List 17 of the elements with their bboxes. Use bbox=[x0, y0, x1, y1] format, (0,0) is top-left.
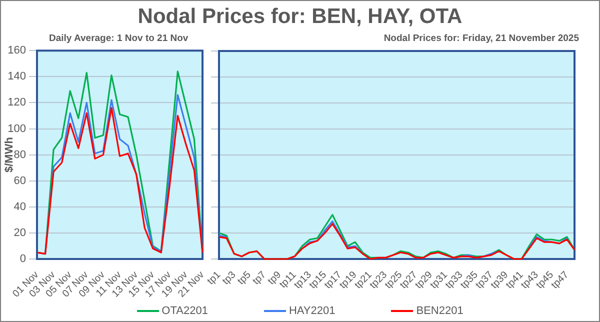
y-tick-label: 20 bbox=[14, 226, 26, 239]
chart-subtitle: Daily Average: 1 Nov to 21 Nov bbox=[49, 33, 188, 44]
chart-title: Nodal Prices for: Friday, 21 November 2025 bbox=[384, 33, 579, 44]
legend-label: HAY2201 bbox=[288, 305, 336, 317]
x-tick-label: tp1 bbox=[205, 269, 224, 288]
legend-label: OTA2201 bbox=[162, 305, 208, 317]
y-tick-label: 140 bbox=[8, 70, 26, 83]
y-tick-label: 80 bbox=[14, 148, 26, 161]
y-tick-label: 60 bbox=[14, 174, 26, 187]
y-tick-label: 0 bbox=[20, 253, 26, 266]
y-tick-label: 160 bbox=[8, 44, 26, 57]
y-tick-label: 40 bbox=[14, 200, 26, 213]
legend-label: BEN2201 bbox=[416, 305, 464, 317]
text: Nodal Prices for: BEN, HAY, OTA bbox=[136, 5, 464, 29]
y-tick-label: 100 bbox=[8, 122, 26, 135]
x-tick-label: tp3 bbox=[220, 269, 238, 288]
y-tick-label: 120 bbox=[8, 96, 26, 109]
